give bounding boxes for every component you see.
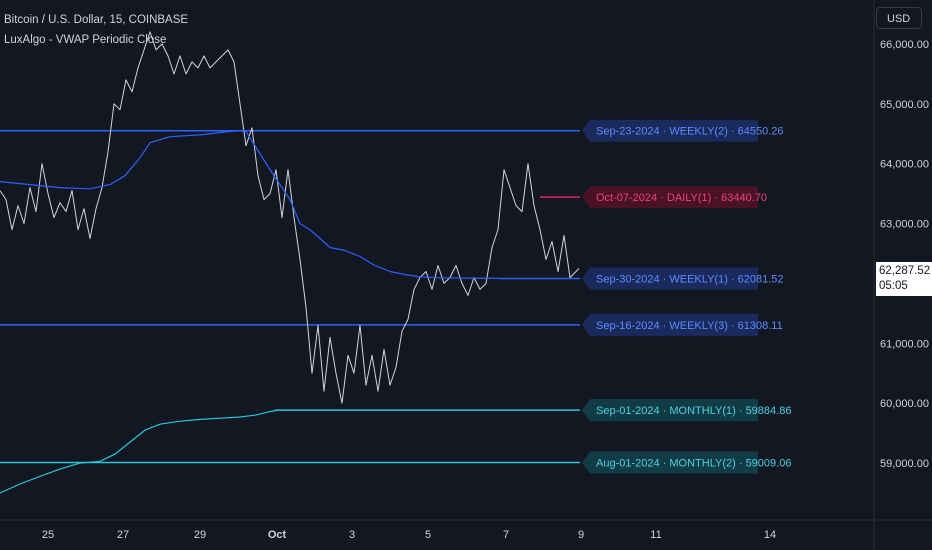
bar-countdown: 05:05 xyxy=(879,280,908,292)
level-label-monthly: Aug-01-2024 · MONTHLY(2) · 59009.06 xyxy=(596,458,791,470)
x-tick-label: 29 xyxy=(194,529,206,541)
x-tick-label: 27 xyxy=(117,529,129,541)
level-label-weekly: Sep-30-2024 · WEEKLY(1) · 62081.52 xyxy=(596,274,784,286)
y-tick-label: 66,000.00 xyxy=(880,39,929,51)
x-tick-label: 9 xyxy=(578,529,584,541)
level-label-box xyxy=(582,186,758,209)
x-tick-label: Oct xyxy=(268,529,287,541)
indicator-name[interactable]: LuxAlgo - VWAP Periodic Close xyxy=(4,34,167,46)
x-tick-label: 14 xyxy=(764,529,776,541)
x-tick-label: 11 xyxy=(650,529,661,541)
time-axis[interactable]: 25 27 29 Oct 3 5 7 9 11 14 xyxy=(42,529,776,541)
x-tick-label: 3 xyxy=(349,529,355,541)
price-series-line xyxy=(0,31,580,404)
y-tick-label: 59,000.00 xyxy=(880,458,929,470)
weekly-series-line xyxy=(0,129,501,279)
monthly-series-line xyxy=(0,409,279,494)
y-tick-label: 65,000.00 xyxy=(880,99,929,111)
x-tick-label: 5 xyxy=(425,529,431,541)
level-label-monthly: Sep-01-2024 · MONTHLY(1) · 59884.86 xyxy=(596,405,791,417)
chart-lines xyxy=(0,31,580,494)
y-tick-label: 63,000.00 xyxy=(880,219,929,231)
level-label-box xyxy=(582,119,758,142)
level-label-weekly: Sep-23-2024 · WEEKLY(2) · 64550.26 xyxy=(596,126,784,138)
currency-button[interactable]: USD xyxy=(876,7,922,29)
level-label-box xyxy=(582,451,758,474)
symbol-title[interactable]: Bitcoin / U.S. Dollar, 15, COINBASE xyxy=(4,14,189,26)
y-tick-label: 64,000.00 xyxy=(880,159,929,171)
chart-legend: Bitcoin / U.S. Dollar, 15, COINBASE LuxA… xyxy=(4,10,188,50)
current-price-tag: 62,287.52 05:05 xyxy=(876,262,932,296)
current-price-value: 62,287.52 xyxy=(879,265,931,277)
y-tick-label: 61,000.00 xyxy=(880,338,929,350)
level-label-box xyxy=(582,399,758,422)
level-label-box xyxy=(582,313,758,336)
y-tick-label: 60,000.00 xyxy=(880,398,929,410)
x-tick-label: 7 xyxy=(503,529,509,541)
level-label-daily: Oct-07-2024 · DAILY(1) · 63440.70 xyxy=(596,192,767,204)
x-tick-label: 25 xyxy=(42,529,54,541)
level-label-weekly: Sep-16-2024 · WEEKLY(3) · 61308.11 xyxy=(596,320,783,332)
level-labels: Sep-23-2024 · WEEKLY(2) · 64550.26 Oct-07… xyxy=(582,119,791,474)
level-label-box xyxy=(582,267,758,290)
